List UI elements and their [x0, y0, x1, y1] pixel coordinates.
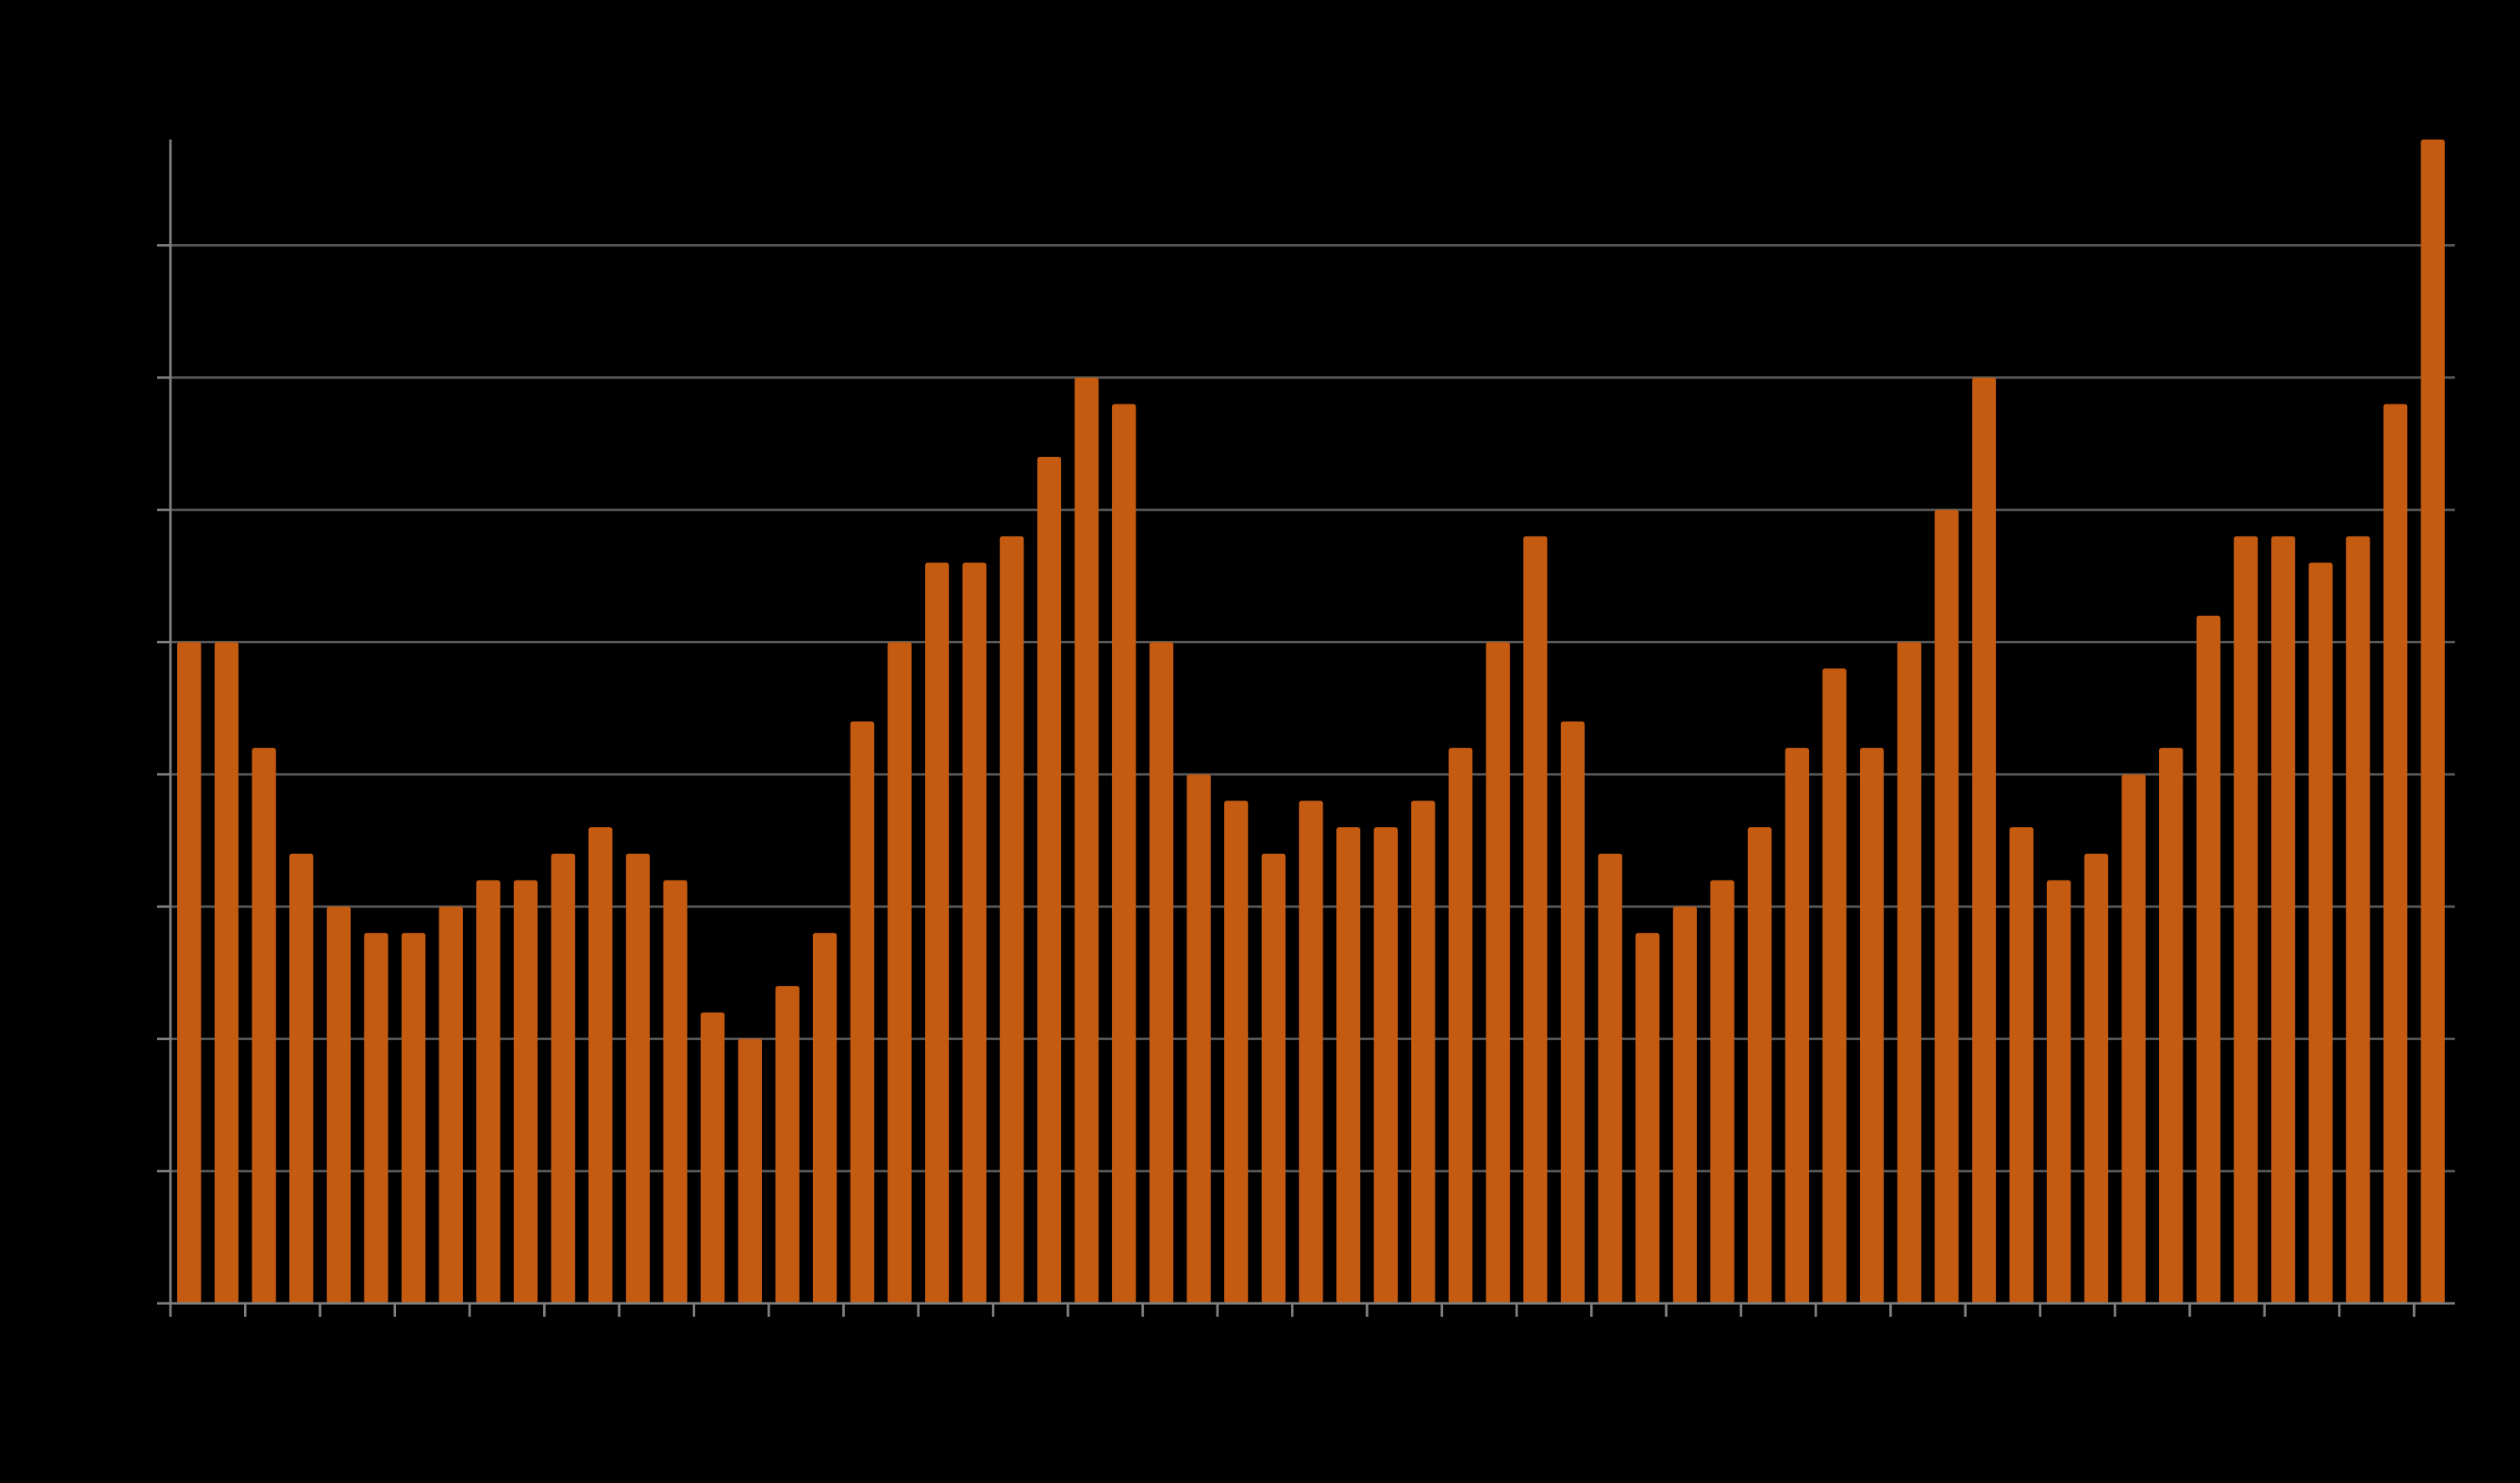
- bar-57: [2309, 562, 2333, 1303]
- bar-26: [1149, 642, 1174, 1303]
- bar-35: [1486, 642, 1511, 1303]
- bar-34: [1448, 748, 1473, 1303]
- bar-0: [177, 642, 201, 1303]
- bar-11: [588, 827, 612, 1303]
- bar-43: [1785, 748, 1810, 1303]
- bar-19: [887, 642, 912, 1303]
- bar-32: [1374, 827, 1398, 1303]
- bar-52: [2121, 774, 2146, 1303]
- bar-13: [663, 880, 688, 1303]
- bar-37: [1560, 721, 1585, 1303]
- bar-12: [626, 853, 650, 1303]
- bar-53: [2159, 748, 2183, 1303]
- bar-6: [401, 932, 426, 1303]
- bar-2: [251, 748, 277, 1303]
- bar-56: [2271, 536, 2295, 1303]
- bar-58: [2345, 536, 2370, 1303]
- bar-50: [2046, 880, 2071, 1303]
- bar-20: [925, 562, 949, 1303]
- axes: [157, 140, 2455, 1317]
- bar-15: [738, 1039, 763, 1303]
- bar-39: [1635, 932, 1660, 1303]
- bar-22: [999, 536, 1024, 1303]
- bar-28: [1224, 800, 1248, 1303]
- bar-25: [1111, 404, 1136, 1304]
- bar-45: [1859, 748, 1884, 1303]
- bar-4: [327, 907, 351, 1303]
- bar-59: [2383, 404, 2408, 1304]
- bar-49: [2009, 827, 2034, 1303]
- bar-46: [1897, 642, 1922, 1303]
- bar-16: [775, 986, 800, 1303]
- bar-33: [1410, 800, 1435, 1303]
- bar-23: [1037, 456, 1062, 1303]
- bar-5: [363, 932, 389, 1303]
- bar-44: [1822, 668, 1847, 1303]
- bar-10: [551, 853, 576, 1303]
- bar-7: [439, 907, 463, 1303]
- bar-40: [1673, 907, 1697, 1303]
- bar-14: [700, 1012, 725, 1303]
- bar-29: [1261, 853, 1286, 1303]
- bar-24: [1075, 377, 1099, 1304]
- bar-55: [2233, 536, 2258, 1303]
- bar-42: [1747, 827, 1772, 1303]
- bar-21: [962, 562, 987, 1303]
- bar-60: [2421, 140, 2445, 1303]
- bar-8: [476, 880, 500, 1303]
- bar-30: [1298, 800, 1324, 1303]
- bar-31: [1336, 827, 1361, 1303]
- bar-38: [1598, 853, 1623, 1303]
- bar-51: [2084, 853, 2109, 1303]
- bar-3: [289, 853, 313, 1303]
- bar-47: [1934, 510, 1959, 1303]
- bar-48: [1972, 377, 1996, 1304]
- bar-18: [850, 721, 875, 1303]
- bar-17: [812, 932, 837, 1303]
- bar-1: [214, 642, 239, 1303]
- bars: [177, 140, 2445, 1304]
- bar-9: [513, 880, 538, 1303]
- bar-27: [1186, 774, 1212, 1303]
- bar-41: [1710, 880, 1735, 1303]
- bar-36: [1523, 536, 1547, 1303]
- bar-54: [2196, 615, 2221, 1303]
